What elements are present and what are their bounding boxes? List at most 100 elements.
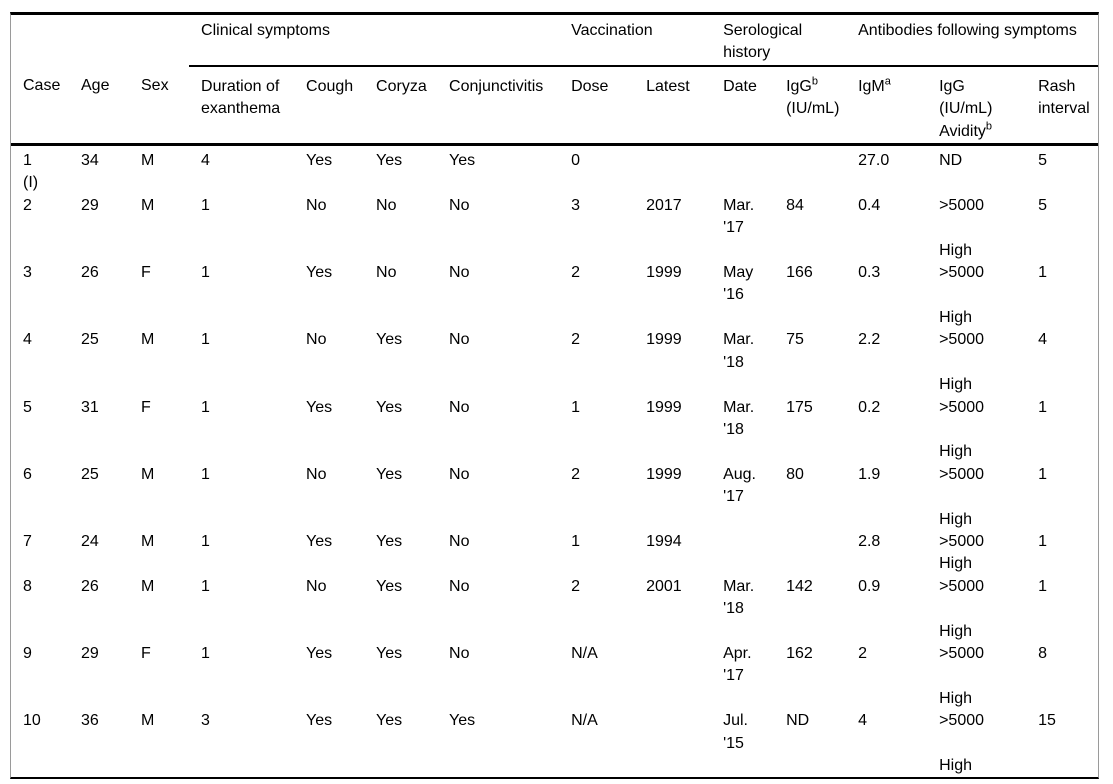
col-header-igg-serology: IgGb (IU/mL) [774,65,847,147]
cell-case-line: 9 [23,644,32,662]
cell-date-row-1 [711,145,774,195]
cell-rash-interval-row-10: 15 [1026,710,1098,777]
col-header-date-line: Date [723,77,757,95]
cell-date-line: May [723,264,754,282]
cell-igg-avidity-line [939,284,1024,306]
cell-conjunctivitis-row-3: No [437,262,559,329]
cell-latest-row-5: 1999 [634,397,711,464]
cell-case-line: 4 [23,331,32,349]
cell-dose-row-8: 2 [559,576,634,643]
col-header-duration-of-exanthema: Duration of exanthema [189,65,295,147]
cell-igg-avidity-row-8: >5000 High [927,576,1026,643]
col-header-rash-interval: Rash interval [1026,65,1099,147]
cell-igg-avidity-line: High [939,689,972,707]
cell-coryza-line: No [376,264,397,282]
col-header-age-line: Age [81,76,110,94]
cell-igm-row-1: 27.0 [846,145,927,195]
cell-duration-of-exanthema-row-7: 1 [189,531,294,576]
cell-age-row-1: 34 [69,145,129,195]
cell-case-line: 2 [23,196,32,214]
table-header: Clinical symptoms Vaccination Serological h… [11,15,1099,147]
cell-case-row-3: 3 [11,262,69,329]
cell-igg-avidity-line [939,665,1024,687]
cell-dose-line: 3 [571,196,580,214]
col-header-cough-line: Cough [306,77,354,95]
cell-coryza-line: Yes [376,577,403,595]
cell-conjunctivitis-line: No [449,196,470,214]
cell-igm-row-6: 1.9 [846,464,927,531]
cell-case-line: 8 [23,577,32,595]
cell-rash-interval-row-7: 1 [1026,531,1098,576]
cell-case-line: (I) [23,174,39,192]
cell-sex-line: M [141,196,155,214]
col-header-igg-avidity-line: Avidityb [939,120,993,140]
group-header-serological-history-line: history [723,44,771,62]
cell-latest-row-1 [634,145,711,195]
cell-conjunctivitis-line: No [449,331,470,349]
group-header-row: Clinical symptoms Vaccination Serological h… [11,15,1099,67]
cell-age-line: 29 [81,644,99,662]
cell-duration-of-exanthema-line: 1 [201,644,210,662]
cell-sex-row-3: F [129,262,189,329]
cell-date-row-7 [711,531,774,576]
cell-dose-line: 1 [571,532,580,550]
cell-conjunctivitis-row-5: No [437,397,559,464]
cell-conjunctivitis-line: Yes [449,712,476,730]
cell-coryza-row-10: Yes [364,710,437,777]
cell-dose-row-3: 2 [559,262,634,329]
cell-rash-interval-row-9: 8 [1026,643,1098,710]
cell-coryza-line: Yes [376,644,403,662]
cell-cough-row-8: No [294,576,364,643]
cell-conjunctivitis-line: No [449,465,470,483]
cell-latest-line: 1999 [646,398,682,416]
cell-case-row-9: 9 [11,643,69,710]
cell-case-row-6: 6 [11,464,69,531]
cell-rash-interval-line: 5 [1038,152,1047,170]
cell-igg-avidity-line [939,352,1024,374]
cell-cough-line: No [306,196,327,214]
cell-age-line: 29 [81,196,99,214]
cell-date-row-6: Aug. '17 [711,464,774,531]
cell-conjunctivitis-row-10: Yes [437,710,559,777]
cell-cough-line: Yes [306,264,333,282]
cell-rash-interval-line: 5 [1038,196,1047,214]
col-header-dose-line: Dose [571,77,609,95]
cell-duration-of-exanthema-row-2: 1 [189,195,294,262]
cell-date-line: '17 [723,488,744,506]
cell-sex-line: M [141,465,155,483]
case-row-10: 10 36 M 3 Yes Yes Yes N/A Jul. '15 ND 4 >5000 High 15 [11,710,1098,777]
cell-case-line: 10 [23,712,41,730]
cell-duration-of-exanthema-row-10: 3 [189,710,294,777]
col-header-coryza-line: Coryza [376,77,427,95]
cell-dose-row-2: 3 [559,195,634,262]
cell-duration-of-exanthema-row-3: 1 [189,262,294,329]
cell-latest-line: 2001 [646,577,682,595]
cell-date-line: '18 [723,353,744,371]
col-header-latest: Latest [634,65,712,147]
cell-latest-line: 1999 [646,331,682,349]
cell-igm-line: 0.3 [858,264,881,282]
cell-igg-avidity-line: High [939,555,972,573]
cell-case-row-7: 7 [11,531,69,576]
cell-igg-serology-line: 142 [786,577,813,595]
cell-case-line: 5 [23,398,32,416]
cell-igg-avidity-row-7: >5000 High [927,531,1026,576]
cell-igg-avidity-line: >5000 [939,577,985,595]
col-header-cough: Cough [294,65,365,147]
cell-igg-serology-line: 75 [786,331,804,349]
cell-igm-line: 2.8 [858,532,881,550]
cell-latest-line: 1994 [646,532,682,550]
cell-cough-line: Yes [306,532,333,550]
cell-igm-row-9: 2 [846,643,927,710]
cell-latest-row-8: 2001 [634,576,711,643]
cell-coryza-line: Yes [376,331,403,349]
cell-age-row-8: 26 [69,576,129,643]
cell-cough-row-4: No [294,329,364,396]
cell-sex-row-6: M [129,464,189,531]
cell-igm-line: 1.9 [858,465,881,483]
cell-igm-line: 2.2 [858,331,881,349]
cell-cough-row-3: Yes [294,262,364,329]
col-header-sex: Sex [129,65,190,147]
col-header-case-line: Case [23,76,61,94]
cell-cough-line: Yes [306,152,333,170]
